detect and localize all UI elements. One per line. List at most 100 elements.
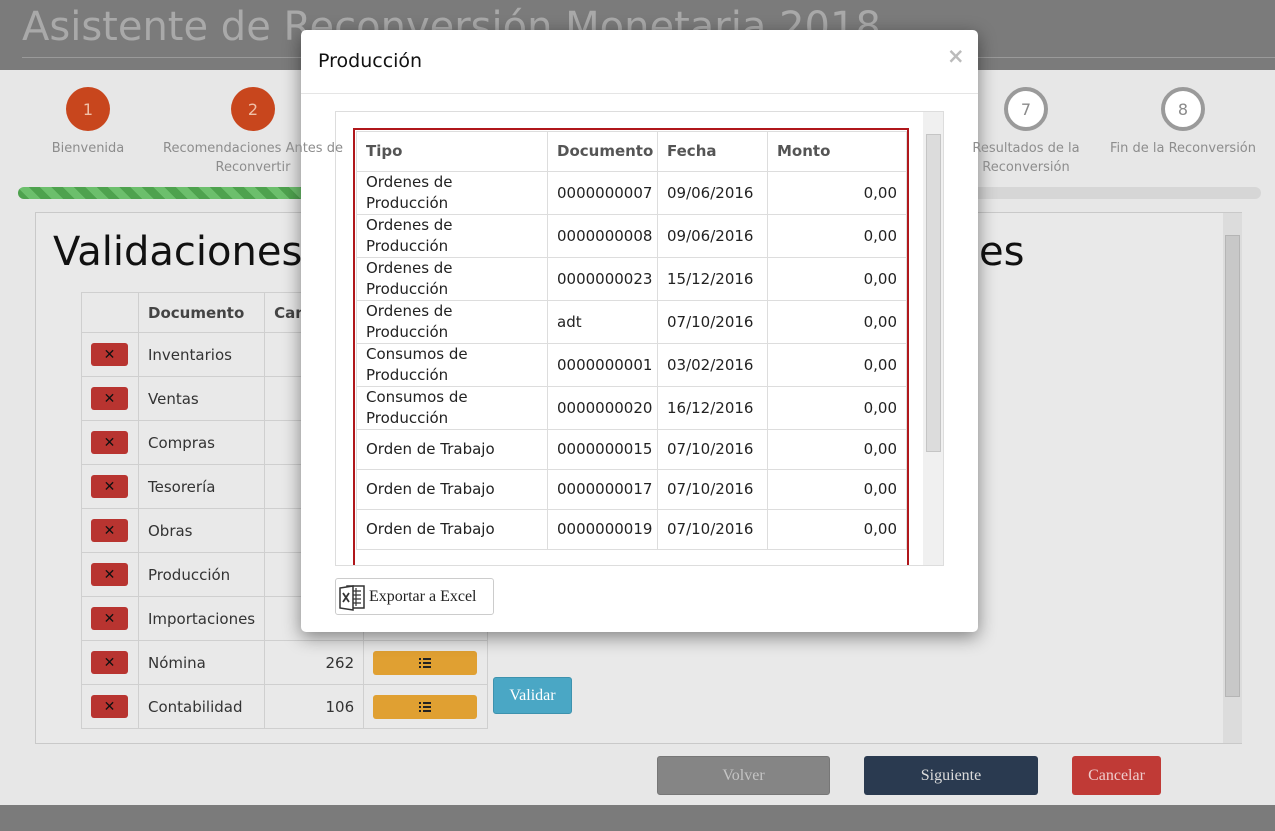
- header-cell: Tipo: [356, 131, 548, 172]
- fecha-cell: 15/12/2016: [657, 257, 768, 301]
- monto-cell: 0,00: [767, 509, 907, 550]
- documento-cell: 0000000020: [547, 386, 658, 430]
- tipo-cell: Ordenes de Producción: [356, 300, 548, 344]
- back-button[interactable]: Volver: [657, 756, 830, 795]
- document-name: Producción: [137, 552, 266, 597]
- panel-title-end: es: [979, 229, 1025, 275]
- tipo-cell: Orden de Trabajo: [356, 469, 548, 510]
- tipo-cell: Consumos de Producción: [356, 343, 548, 387]
- production-row: Ordenes de Producción 0000000023 15/12/201…: [356, 257, 907, 301]
- scroll-thumb[interactable]: [1225, 235, 1240, 697]
- close-button[interactable]: ×: [947, 44, 965, 68]
- scrollbar[interactable]: [1223, 213, 1242, 743]
- remove-button[interactable]: ✕: [91, 695, 128, 718]
- action-cell: ✕: [81, 420, 139, 465]
- monto-cell: 0,00: [767, 171, 907, 215]
- monto-cell: 0,00: [767, 386, 907, 430]
- remove-button[interactable]: ✕: [91, 651, 128, 674]
- production-row: Orden de Trabajo 0000000017 07/10/2016 0,00: [356, 469, 907, 510]
- header-cell: Documento: [137, 292, 266, 333]
- header-cell: Monto: [767, 131, 907, 172]
- detail-cell: [363, 684, 489, 729]
- document-name: Obras: [137, 508, 266, 553]
- step-circle: 1: [66, 87, 110, 131]
- remove-button[interactable]: ✕: [91, 475, 128, 498]
- fecha-cell: 09/06/2016: [657, 214, 768, 258]
- header-row: Tipo Documento Fecha Monto: [356, 131, 907, 172]
- monto-cell: 0,00: [767, 257, 907, 301]
- document-name: Contabilidad: [137, 684, 266, 729]
- document-name: Ventas: [137, 376, 266, 421]
- fecha-cell: 07/10/2016: [657, 509, 768, 550]
- document-row: ✕ Contabilidad 106: [81, 684, 489, 729]
- production-row: Consumos de Producción 0000000001 03/02/20…: [356, 343, 907, 387]
- documento-cell: 0000000001: [547, 343, 658, 387]
- document-name: Nómina: [137, 640, 266, 685]
- header-cell: Documento: [547, 131, 658, 172]
- tipo-cell: Ordenes de Producción: [356, 171, 548, 215]
- action-cell: ✕: [81, 640, 139, 685]
- detail-button[interactable]: [373, 694, 478, 719]
- remove-button[interactable]: ✕: [91, 519, 128, 542]
- documento-cell: adt: [547, 300, 658, 344]
- tipo-cell: Orden de Trabajo: [356, 429, 548, 470]
- modal-scroll-thumb[interactable]: [926, 134, 941, 452]
- tipo-cell: Ordenes de Producción: [356, 257, 548, 301]
- step-label: Bienvenida: [51, 141, 125, 156]
- production-table: Tipo Documento Fecha Monto Ordenes de Produc…: [356, 131, 907, 550]
- step-label: Fin de la Reconversión: [1109, 141, 1256, 156]
- documento-cell: 0000000023: [547, 257, 658, 301]
- remove-button[interactable]: ✕: [91, 607, 128, 630]
- document-name: Compras: [137, 420, 266, 465]
- remove-button[interactable]: ✕: [91, 563, 128, 586]
- export-button[interactable]: Exportar a Excel: [335, 578, 494, 615]
- documento-cell: 0000000008: [547, 214, 658, 258]
- action-cell: ✕: [81, 332, 139, 377]
- list-icon: [419, 657, 432, 668]
- modal-scroll-box: Tipo Documento Fecha Monto Ordenes de Produc…: [335, 111, 944, 566]
- detail-button[interactable]: [373, 650, 478, 675]
- production-row: Ordenes de Producción adt 07/10/2016 0,00: [356, 300, 907, 344]
- action-cell: ✕: [81, 464, 139, 509]
- document-name: Importaciones: [137, 596, 266, 641]
- step-circle: 7: [1004, 87, 1048, 131]
- modal: Producción × Tipo Documento Fecha Monto Orde…: [301, 30, 978, 632]
- header-cell: [81, 292, 139, 333]
- modal-divider: [301, 93, 978, 94]
- excel-icon: [339, 584, 365, 611]
- tipo-cell: Orden de Trabajo: [356, 509, 548, 550]
- fecha-cell: 09/06/2016: [657, 171, 768, 215]
- step-label: Resultados de la Reconversión: [972, 141, 1080, 175]
- header-cell: Fecha: [657, 131, 768, 172]
- fecha-cell: 07/10/2016: [657, 469, 768, 510]
- action-cell: ✕: [81, 376, 139, 421]
- step-circle: 8: [1161, 87, 1205, 131]
- document-count: 262: [264, 640, 365, 685]
- action-cell: ✕: [81, 552, 139, 597]
- action-cell: ✕: [81, 596, 139, 641]
- production-row: Ordenes de Producción 0000000007 09/06/201…: [356, 171, 907, 215]
- next-button[interactable]: Siguiente: [864, 756, 1038, 795]
- step-circle: 2: [231, 87, 275, 131]
- fecha-cell: 07/10/2016: [657, 429, 768, 470]
- document-row: ✕ Nómina 262: [81, 640, 489, 685]
- remove-button[interactable]: ✕: [91, 387, 128, 410]
- remove-button[interactable]: ✕: [91, 431, 128, 454]
- remove-button[interactable]: ✕: [91, 343, 128, 366]
- progress-bar: [18, 187, 318, 199]
- panel-title: Validaciones: [53, 229, 303, 275]
- validate-button[interactable]: Validar: [493, 677, 572, 714]
- cancel-button[interactable]: Cancelar: [1072, 756, 1161, 795]
- step-label: Recomendaciones Antes de Reconvertir: [163, 141, 343, 175]
- monto-cell: 0,00: [767, 469, 907, 510]
- list-icon: [419, 701, 432, 712]
- detail-cell: [363, 640, 489, 685]
- export-label: Exportar a Excel: [369, 587, 477, 605]
- monto-cell: 0,00: [767, 429, 907, 470]
- documento-cell: 0000000015: [547, 429, 658, 470]
- production-row: Orden de Trabajo 0000000015 07/10/2016 0,00: [356, 429, 907, 470]
- modal-scrollbar[interactable]: [923, 112, 943, 565]
- modal-title: Producción: [318, 50, 423, 72]
- documento-cell: 0000000007: [547, 171, 658, 215]
